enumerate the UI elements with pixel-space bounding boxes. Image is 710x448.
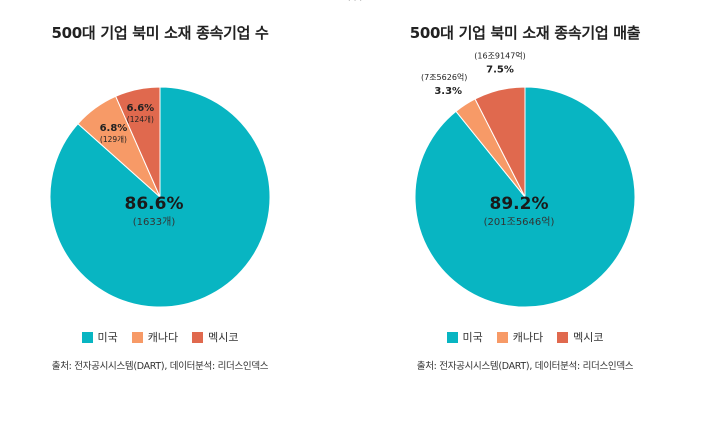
legend-item-mexico: 멕시코	[192, 329, 239, 345]
data-label-canada-percent: 3.3%	[434, 86, 462, 97]
legend-swatch-us	[446, 331, 458, 343]
chart-panel-subsidiary-count: 500대 기업 북미 소재 종속기업 수 86.6% (1633개) 6.8% (12…	[10, 22, 310, 382]
data-label-mexico-percent: 6.6%	[126, 103, 154, 114]
legend-item-us: 미국	[81, 329, 118, 345]
legend-label: 캐나다	[147, 331, 179, 344]
legend-swatch-canada	[496, 331, 508, 343]
pie-chart-revenue: 89.2% (201조5646억) (7조5626억) 3.3% (16조9147억) 7…	[414, 51, 636, 308]
chart-panel-subsidiary-revenue: 500대 기업 북미 소재 종속기업 매출 89.2% (201조5646억) (7…	[375, 22, 675, 382]
data-label-mexico-value: (16조9147억)	[474, 51, 526, 61]
chart-title: 500대 기업 북미 소재 종속기업 매출	[409, 24, 641, 42]
pie-chart-count: 86.6% (1633개) 6.8%(129개) 6.6%(124개)	[49, 86, 271, 308]
legend-item-canada: 캐나다	[496, 329, 544, 345]
data-label-mexico-percent: 7.5%	[486, 65, 514, 76]
legend: 미국 캐나다 멕시코	[10, 329, 310, 345]
legend-item-us: 미국	[446, 329, 483, 345]
data-label-canada-value: (129개)	[100, 134, 127, 144]
legend-label: 캐나다	[512, 331, 544, 344]
data-label-us-percent: 86.6%	[125, 194, 184, 214]
pie-slice-mexico	[115, 86, 161, 198]
legend-swatch-mexico	[192, 331, 204, 343]
chart-title: 500대 기업 북미 소재 종속기업 수	[51, 24, 269, 42]
pie-slice-mexico	[474, 86, 526, 198]
data-label-us-percent: 89.2%	[490, 194, 549, 214]
legend-swatch-mexico	[557, 331, 569, 343]
legend-label: 미국	[97, 331, 118, 344]
source-note: 출처: 전자공시시스템(DART), 데이터분석: 리더스인덱스	[51, 361, 269, 372]
legend-item-canada: 캐나다	[131, 329, 179, 345]
data-label-us-value: (1633개)	[133, 216, 176, 228]
legend-label: 미국	[462, 331, 483, 344]
legend-swatch-canada	[131, 331, 143, 343]
data-label-mexico-value: (124개)	[127, 114, 154, 124]
data-label-us-value: (201조5646억)	[484, 216, 555, 228]
cropped-caption-strip: · · ·	[347, 0, 363, 5]
legend: 미국 캐나다 멕시코	[375, 329, 675, 345]
legend-label: 멕시코	[208, 331, 239, 344]
legend-label: 멕시코	[573, 331, 604, 344]
legend-item-mexico: 멕시코	[557, 329, 604, 345]
legend-swatch-us	[81, 331, 93, 343]
data-label-canada-value: (7조5626억)	[421, 72, 467, 82]
source-note: 출처: 전자공시시스템(DART), 데이터분석: 리더스인덱스	[416, 361, 634, 372]
data-label-canada-percent: 6.8%	[100, 123, 128, 134]
